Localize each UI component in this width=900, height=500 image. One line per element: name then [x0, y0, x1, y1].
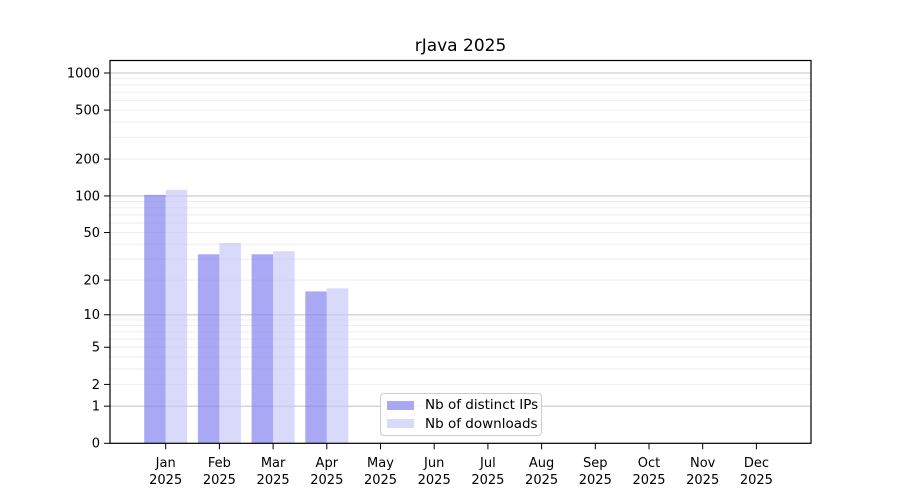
x-tick-label-jan: Jan [155, 456, 176, 471]
legend-swatch-downloads [387, 419, 414, 429]
legend-label-downloads: Nb of downloads [425, 415, 538, 432]
y-tick-label-200: 200 [75, 152, 100, 167]
x-tick-label-sep: Sep [583, 456, 608, 471]
y-tick-label-100: 100 [75, 189, 100, 204]
x-tick-year-jul: 2025 [471, 473, 504, 488]
chart-title: rJava 2025 [414, 36, 507, 56]
y-tick-label-20: 20 [83, 274, 100, 289]
x-tick-year-may: 2025 [364, 473, 397, 488]
x-tick-label-dec: Dec [744, 456, 769, 471]
bar-apr-downloads [326, 288, 349, 444]
y-tick-label-1: 1 [92, 400, 100, 415]
y-tick-label-0: 0 [92, 437, 100, 452]
bar-mar-distinct-ips [251, 254, 274, 444]
y-tick-label-50: 50 [83, 226, 100, 241]
bar-jan-distinct-ips [144, 194, 166, 444]
y-tick-label-500: 500 [75, 104, 100, 119]
x-tick-year-sep: 2025 [579, 473, 612, 488]
x-tick-label-mar: Mar [261, 456, 286, 471]
x-tick-label-may: May [367, 456, 394, 471]
x-tick-label-aug: Aug [529, 456, 554, 471]
legend-item-downloads: Nb of downloads [381, 415, 541, 433]
x-tick-label-jul: Jul [479, 456, 496, 471]
x-tick-year-dec: 2025 [740, 473, 773, 488]
x-tick-label-apr: Apr [316, 456, 339, 471]
x-tick-year-jan: 2025 [149, 473, 182, 488]
bar-feb-downloads [219, 242, 241, 444]
legend-item-distinct-ips: Nb of distinct IPs [381, 396, 541, 414]
bar-jan-downloads [165, 189, 188, 444]
bar-feb-distinct-ips [197, 254, 220, 444]
plot-border [109, 59, 812, 444]
x-tick-year-mar: 2025 [257, 473, 290, 488]
x-tick-label-feb: Feb [208, 456, 231, 471]
x-tick-label-nov: Nov [690, 456, 716, 471]
y-tick-label-1000: 1000 [67, 66, 100, 81]
legend-swatch-distinct-ips [387, 400, 414, 410]
bar-apr-distinct-ips [305, 291, 327, 444]
x-tick-year-nov: 2025 [686, 473, 719, 488]
x-tick-year-jun: 2025 [418, 473, 451, 488]
bar-mar-downloads [273, 251, 295, 444]
x-tick-label-oct: Oct [638, 456, 660, 471]
x-tick-year-oct: 2025 [632, 473, 665, 488]
legend: Nb of distinct IPs Nb of downloads [380, 393, 542, 436]
y-tick-label-2: 2 [92, 378, 100, 393]
x-tick-label-jun: Jun [423, 456, 444, 471]
x-tick-year-feb: 2025 [203, 473, 236, 488]
x-tick-year-apr: 2025 [310, 473, 343, 488]
legend-label-distinct-ips: Nb of distinct IPs [425, 397, 539, 414]
y-tick-label-10: 10 [83, 308, 100, 323]
x-tick-year-aug: 2025 [525, 473, 558, 488]
y-tick-label-5: 5 [92, 341, 100, 356]
